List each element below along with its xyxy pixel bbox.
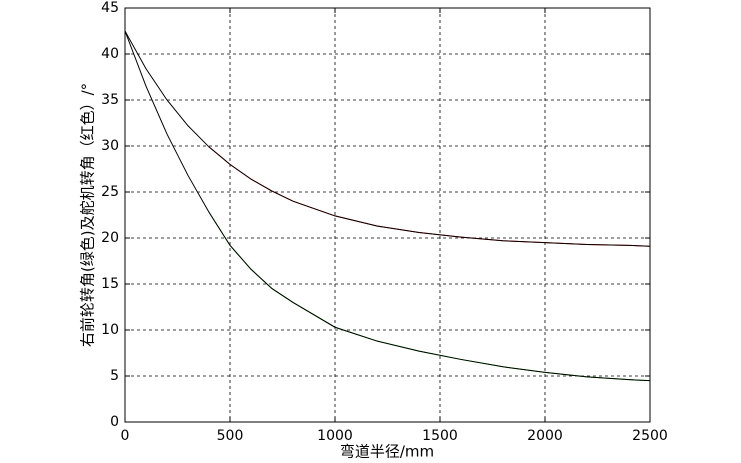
data-line [124, 30, 651, 382]
y-tick-label: 0 [110, 414, 119, 430]
y-tick-label: 45 [101, 0, 119, 16]
plot-area [125, 8, 650, 422]
y-tick-label: 40 [101, 46, 119, 62]
y-tick-label: 35 [101, 92, 119, 108]
x-tick-label: 1000 [317, 428, 353, 444]
data-line [124, 30, 651, 247]
plot-frame [124, 7, 651, 423]
x-tick-label: 0 [121, 428, 130, 444]
x-axis-label: 弯道半径/mm [340, 443, 434, 461]
y-tick-label: 30 [101, 138, 119, 154]
y-tick-label: 15 [101, 276, 119, 292]
y-tick-label: 20 [101, 230, 119, 246]
x-tick-label: 2000 [527, 428, 563, 444]
x-tick-label: 500 [217, 428, 244, 444]
x-tick-label: 1500 [422, 428, 458, 444]
y-tick-label: 25 [101, 184, 119, 200]
y-axis-label: 右前轮转角(绿色)及舵机转角（红色）/° [79, 83, 97, 347]
y-tick-label: 10 [101, 322, 119, 338]
y-tick-label: 5 [110, 368, 119, 384]
x-tick-label: 2500 [632, 428, 668, 444]
